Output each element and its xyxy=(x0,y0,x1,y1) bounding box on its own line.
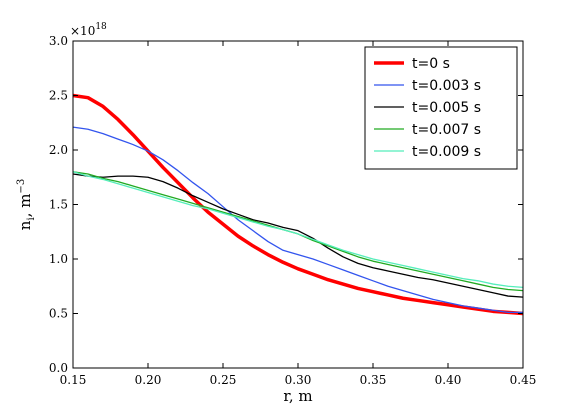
series-line-4 xyxy=(72,171,524,288)
legend-label-3: t=0.007 s xyxy=(412,122,481,138)
y-axis-multiplier-exponent: 18 xyxy=(95,22,107,32)
y-tick-label: 1.0 xyxy=(49,252,68,266)
y-axis-label-middle: , m xyxy=(16,194,34,218)
y-tick-label: 0.0 xyxy=(49,361,68,375)
y-axis-label-base: n xyxy=(16,220,34,230)
legend-label-1: t=0.003 s xyxy=(412,78,481,94)
legend-box xyxy=(364,46,518,170)
x-tick-label: 0.15 xyxy=(60,373,87,387)
series-line-2 xyxy=(72,173,524,298)
y-axis-label: ni, m−3 xyxy=(16,179,37,230)
series-line-1 xyxy=(72,126,523,314)
legend-label-4: t=0.009 s xyxy=(412,144,481,160)
x-tick-label: 0.30 xyxy=(285,373,312,387)
x-tick-label: 0.35 xyxy=(360,373,387,387)
x-axis-label: r, m xyxy=(283,387,312,405)
y-axis-label-subscript: i xyxy=(26,217,37,220)
y-axis-multiplier: ×1018 xyxy=(70,22,107,38)
legend: t=0 s t=0.003 s t=0.005 s t=0.007 s t=0.009 … xyxy=(364,46,518,170)
y-tick-label: 3.0 xyxy=(49,34,68,48)
x-tick-label: 0.45 xyxy=(510,373,537,387)
y-tick-label: 2.0 xyxy=(49,143,68,157)
y-tick-label: 0.5 xyxy=(49,307,68,321)
y-axis-label-superscript: −3 xyxy=(16,179,27,194)
x-tick-label: 0.40 xyxy=(435,373,462,387)
x-tick-label: 0.25 xyxy=(210,373,237,387)
series-layer xyxy=(72,93,524,316)
legend-label-2: t=0.005 s xyxy=(412,100,481,116)
y-tick-label: 1.5 xyxy=(49,198,68,212)
legend-label-0: t=0 s xyxy=(412,56,450,72)
x-tick-label: 0.20 xyxy=(135,373,162,387)
y-axis-multiplier-base: ×10 xyxy=(70,24,95,38)
ticks-layer: 0.15 0.20 0.25 0.30 0.35 0.40 0.45 0.0 0.5 1.0 1.5… xyxy=(49,34,536,387)
y-tick-label: 2.5 xyxy=(49,89,68,103)
